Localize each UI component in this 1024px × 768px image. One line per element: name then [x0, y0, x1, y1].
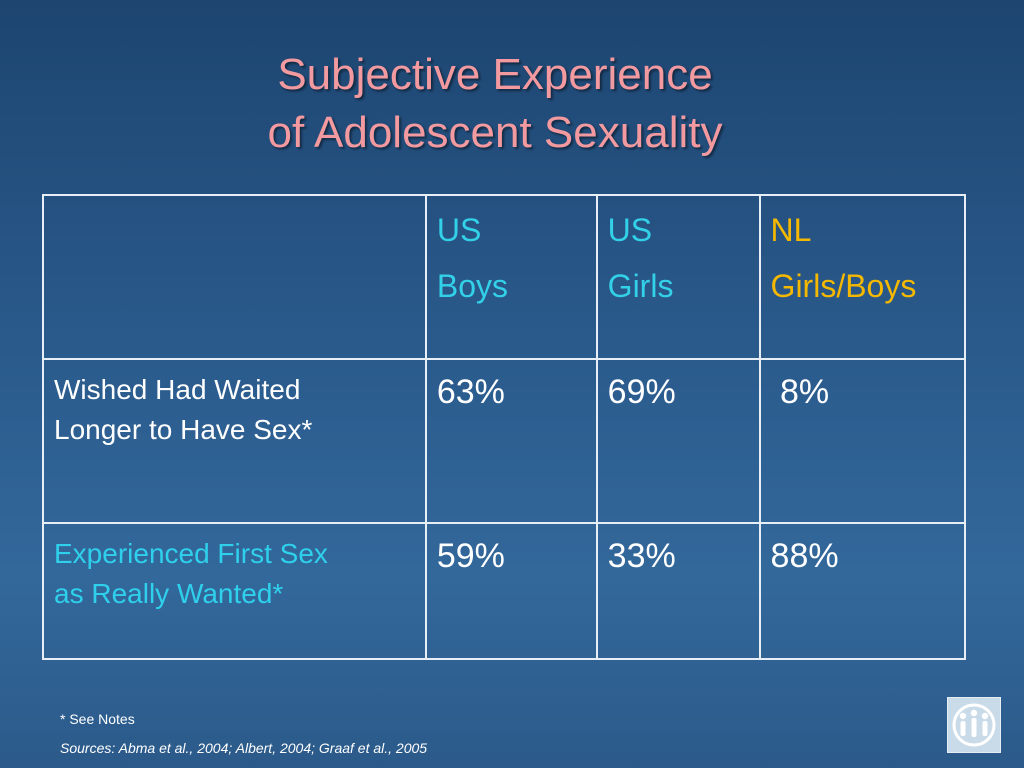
value-cell: 33%	[595, 522, 761, 660]
header-us-girls-line1: US	[607, 212, 653, 248]
value-experienced-us-boys: 59%	[436, 537, 505, 575]
value-wished-nl: 8%	[770, 373, 830, 411]
row-label-cell: Experienced First Sex as Really Wanted*	[42, 522, 427, 660]
family-logo-icon	[947, 697, 1001, 753]
row-label-wished-line2: Longer to Have Sex*	[54, 414, 313, 445]
header-cell-us-boys: US Boys	[424, 194, 598, 360]
header-nl-line1: NL	[770, 212, 812, 248]
value-cell: 8%	[758, 358, 967, 524]
row-label-cell: Wished Had Waited Longer to Have Sex*	[42, 358, 427, 524]
value-wished-us-boys: 63%	[436, 373, 505, 411]
title-line-2: of Adolescent Sexuality	[267, 108, 723, 157]
row-label-wished-line1: Wished Had Waited	[54, 374, 301, 405]
value-cell: 88%	[758, 522, 967, 660]
table-header-row: US Boys US Girls NL Girls/Boys	[42, 194, 967, 360]
family-logo-graphic	[952, 703, 996, 747]
value-cell: 63%	[424, 358, 598, 524]
value-wished-us-girls: 69%	[607, 373, 676, 411]
header-us-girls-line2: Girls	[607, 268, 674, 304]
table-row: Wished Had Waited Longer to Have Sex* 63…	[42, 358, 967, 524]
title-line-1: Subjective Experience	[277, 50, 713, 99]
table-row: Experienced First Sex as Really Wanted* …	[42, 522, 967, 660]
footnote: * See Notes	[60, 711, 135, 727]
row-label-experienced-line1: Experienced First Sex	[54, 538, 328, 569]
header-nl-line2: Girls/Boys	[770, 268, 917, 304]
comparison-table: US Boys US Girls NL Girls/Boys Wi	[42, 194, 967, 660]
row-label-experienced-line2: as Really Wanted*	[54, 578, 284, 609]
header-us-boys-line2: Boys	[436, 268, 508, 304]
header-cell-empty	[42, 194, 427, 360]
header-us-boys-line1: US	[436, 212, 482, 248]
sources-citation: Sources: Abma et al., 2004; Albert, 2004…	[60, 740, 428, 756]
slide-title: Subjective Experience of Adolescent Sexu…	[0, 46, 990, 162]
header-cell-us-girls: US Girls	[595, 194, 761, 360]
value-cell: 69%	[595, 358, 761, 524]
header-cell-nl: NL Girls/Boys	[758, 194, 967, 360]
value-experienced-us-girls: 33%	[607, 537, 676, 575]
value-experienced-nl: 88%	[770, 537, 839, 575]
value-cell: 59%	[424, 522, 598, 660]
